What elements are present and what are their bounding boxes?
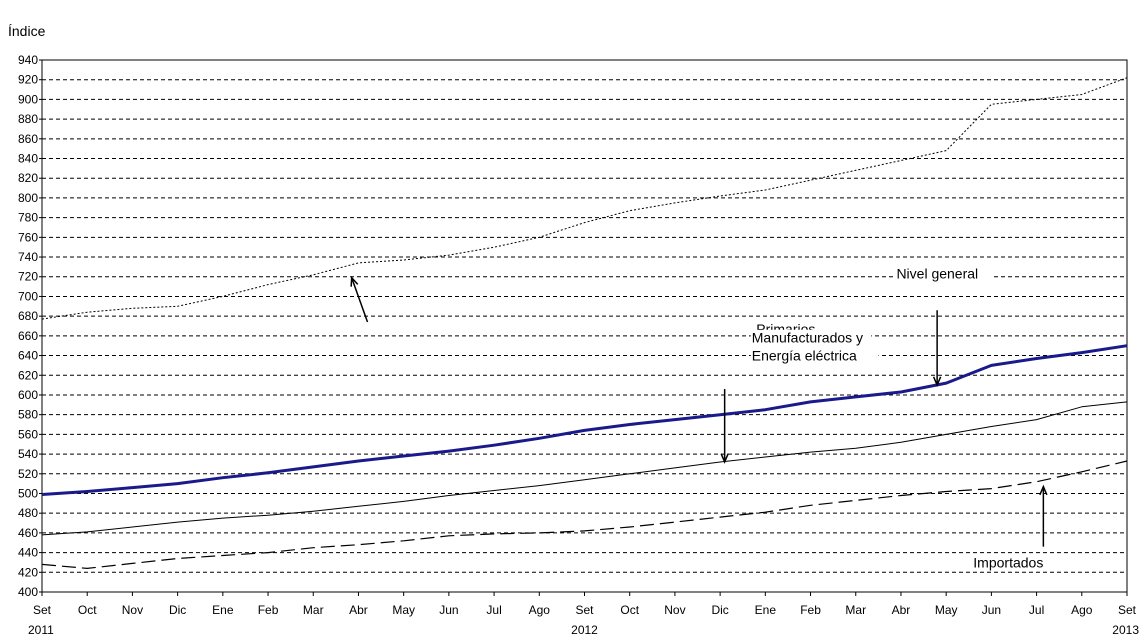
y-tick-label: 740 [18, 250, 38, 264]
x-tick-label: Nov [122, 603, 143, 617]
series-line-nivel-general [41, 344, 1128, 496]
y-tick-label: 920 [18, 73, 38, 87]
series-line-importados [41, 460, 1128, 570]
x-year-label: 2012 [571, 623, 598, 637]
x-year-label: 2013 [1112, 623, 1139, 637]
x-tick-label: Set [33, 603, 52, 617]
y-tick-label: 900 [18, 92, 38, 106]
annotation-label: Manufacturados y [752, 330, 863, 346]
y-tick-label: 540 [18, 447, 38, 461]
y-tick-label: 640 [18, 349, 38, 363]
x-tick-label: Ago [1071, 603, 1093, 617]
annotation-bg [750, 329, 872, 347]
y-tick-label: 880 [18, 112, 38, 126]
x-tick-labels: Set Oct Nov Dic Ene Feb Mar Abr May Jun Jul Ago Set O… [28, 603, 1139, 637]
y-tick-label: 600 [18, 388, 38, 402]
plot-frame [41, 59, 1128, 593]
annotation-bg [972, 554, 1049, 572]
annotation-arrowhead [350, 275, 359, 287]
y-tick-labels: 400 420 440 460 480 500 520 540 560 580 600 620 640 6… [18, 53, 38, 599]
x-tick-label: Dic [169, 603, 186, 617]
y-tick-label: 480 [18, 506, 38, 520]
series-line-manufacturados-y-energ-a-el-ctrica [41, 401, 1128, 536]
y-tick-label: 400 [18, 585, 38, 599]
y-tick-label: 780 [18, 211, 38, 225]
y-tick-label: 620 [18, 368, 38, 382]
annotation-bg [750, 347, 879, 365]
y-tick-label: 820 [18, 171, 38, 185]
y-tick-label: 580 [18, 408, 38, 422]
annotation-arrowhead [720, 453, 729, 464]
y-tick-label: 660 [18, 329, 38, 343]
x-tick-label: Abr [892, 603, 911, 617]
annotation-label: Energía eléctrica [752, 348, 857, 364]
x-year-label: 2011 [28, 623, 54, 637]
y-tick-label: 420 [18, 565, 38, 579]
y-tick-label: 760 [18, 230, 38, 244]
x-tick-label: Mar [303, 603, 324, 617]
x-tick-label: May [392, 603, 415, 617]
x-tick-label: Nov [664, 603, 685, 617]
y-tick-label: 460 [18, 526, 38, 540]
x-tick-label: Ago [529, 603, 551, 617]
x-tick-label: Set [1118, 603, 1137, 617]
x-tick-label: Feb [258, 603, 279, 617]
annotation-arrow [350, 277, 369, 323]
x-tick-label: Oct [78, 603, 97, 617]
y-tick-label: 560 [18, 427, 38, 441]
x-tick-label: Mar [845, 603, 866, 617]
x-tick-label: Feb [800, 603, 821, 617]
x-tick-label: Abr [349, 603, 368, 617]
y-tick-label: 680 [18, 309, 38, 323]
y-tick-label: 440 [18, 546, 38, 560]
gridlines [42, 59, 1127, 573]
y-tick-label: 800 [18, 191, 38, 205]
annotation-arrowhead [932, 376, 942, 388]
x-tick-label: Dic [711, 603, 728, 617]
x-tick-label: Jul [1029, 603, 1044, 617]
x-tick-label: Jun [982, 603, 1001, 617]
annotation-arrowhead [1039, 484, 1048, 496]
annotation-label: Importados [973, 554, 1043, 570]
series-lines [41, 77, 1128, 570]
y-tick-label: 940 [18, 53, 38, 67]
y-tick-label: 520 [18, 467, 38, 481]
y-tick-label: 720 [18, 270, 38, 284]
x-tick-label: Jun [439, 603, 458, 617]
annotation-bg [895, 265, 994, 283]
x-tick-label: May [935, 603, 958, 617]
y-tick-label: 860 [18, 132, 38, 146]
y-tick-label: 840 [18, 152, 38, 166]
x-tick-label: Oct [620, 603, 639, 617]
axes [39, 59, 1128, 596]
x-tick-label: Ene [755, 603, 777, 617]
y-tick-label: 500 [18, 486, 38, 500]
y-tick-label: 700 [18, 289, 38, 303]
series-line-primarios [41, 77, 1128, 320]
x-tick-label: Set [575, 603, 594, 617]
x-tick-label: Ene [212, 603, 234, 617]
y-axis-label: Índice [8, 23, 46, 39]
x-tick-label: Jul [486, 603, 501, 617]
annotation-label: Nivel general [896, 266, 978, 282]
